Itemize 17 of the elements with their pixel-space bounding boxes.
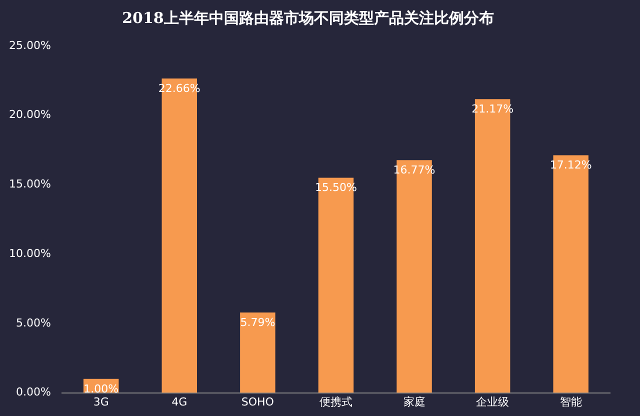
x-tick-label: 家庭	[403, 395, 426, 408]
x-tick-label: 3G	[93, 395, 109, 408]
y-tick-label: 10.00%	[8, 246, 51, 260]
y-tick-label: 20.00%	[8, 108, 51, 122]
data-label: 5.79%	[240, 316, 276, 329]
x-tick-label: SOHO	[241, 395, 274, 408]
data-label: 1.00%	[84, 382, 119, 396]
y-tick-label: 15.00%	[8, 178, 51, 191]
x-tick-label: 智能	[560, 395, 582, 408]
bar	[240, 312, 276, 393]
chart-title: 2018上半年中国路由器市场不同类型产品关注比例分布	[122, 8, 494, 27]
x-tick-label: 企业级	[476, 395, 510, 408]
x-tick-label: 4G	[172, 395, 188, 408]
y-tick-label: 25.00%	[8, 38, 51, 52]
y-tick-label: 0.00%	[16, 386, 51, 399]
y-tick-label: 5.00%	[16, 316, 51, 330]
x-tick-label: 便携式	[319, 395, 352, 408]
